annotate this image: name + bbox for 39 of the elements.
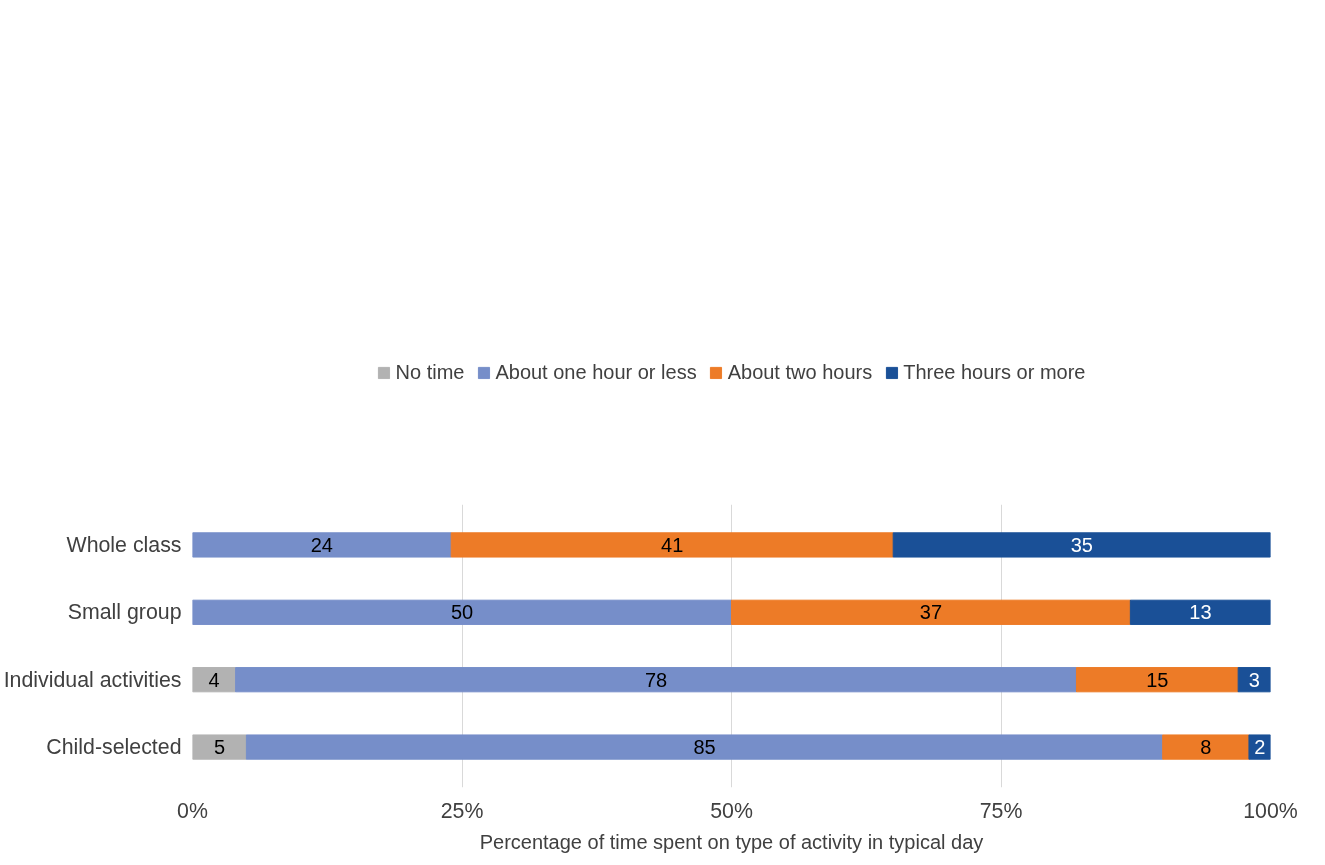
bar (192, 532, 452, 558)
bar (1162, 734, 1250, 760)
data-label: 37 (919, 601, 943, 624)
x-tick-label: 75% (979, 798, 1023, 823)
legend-label: About one hour or less (495, 360, 697, 384)
data-label: 78 (644, 668, 668, 691)
data-label: 8 (1200, 736, 1212, 759)
data-label: 85 (693, 736, 716, 759)
legend-label: About two hours (727, 360, 873, 384)
data-label: 4 (208, 668, 220, 691)
data-label: 5 (213, 736, 226, 759)
x-tick-label: 0% (177, 798, 208, 823)
bar (892, 532, 1271, 558)
data-label: 2 (1254, 736, 1266, 759)
data-label: 3 (1248, 668, 1260, 691)
x-tick-label: 25% (440, 798, 484, 823)
data-label: 13 (1189, 601, 1212, 624)
y-tick-label: Small group (67, 600, 182, 625)
bar (192, 734, 247, 760)
x-tick-label: 100% (1243, 798, 1298, 823)
y-tick-label: Whole class (66, 532, 182, 557)
data-label: 41 (661, 533, 684, 556)
bar (450, 532, 894, 558)
data-label: 15 (1146, 668, 1169, 691)
legend-label: No time (395, 360, 465, 384)
bar (235, 667, 1077, 693)
y-tick-label: Child-selected (46, 735, 182, 760)
data-label: 24 (310, 533, 333, 556)
bar (245, 734, 1164, 760)
bar (192, 599, 732, 625)
bar (1075, 667, 1239, 693)
x-axis-title: Percentage of time spent on type of activity in typical day (479, 830, 984, 853)
data-label: 50 (450, 601, 474, 624)
x-tick-label: 50% (710, 798, 753, 823)
legend-label: Three hours or more (903, 360, 1086, 384)
y-tick-label: Individual activities (3, 667, 182, 692)
bar (731, 599, 1131, 625)
data-label: 35 (1070, 533, 1093, 556)
bar (1129, 599, 1271, 625)
